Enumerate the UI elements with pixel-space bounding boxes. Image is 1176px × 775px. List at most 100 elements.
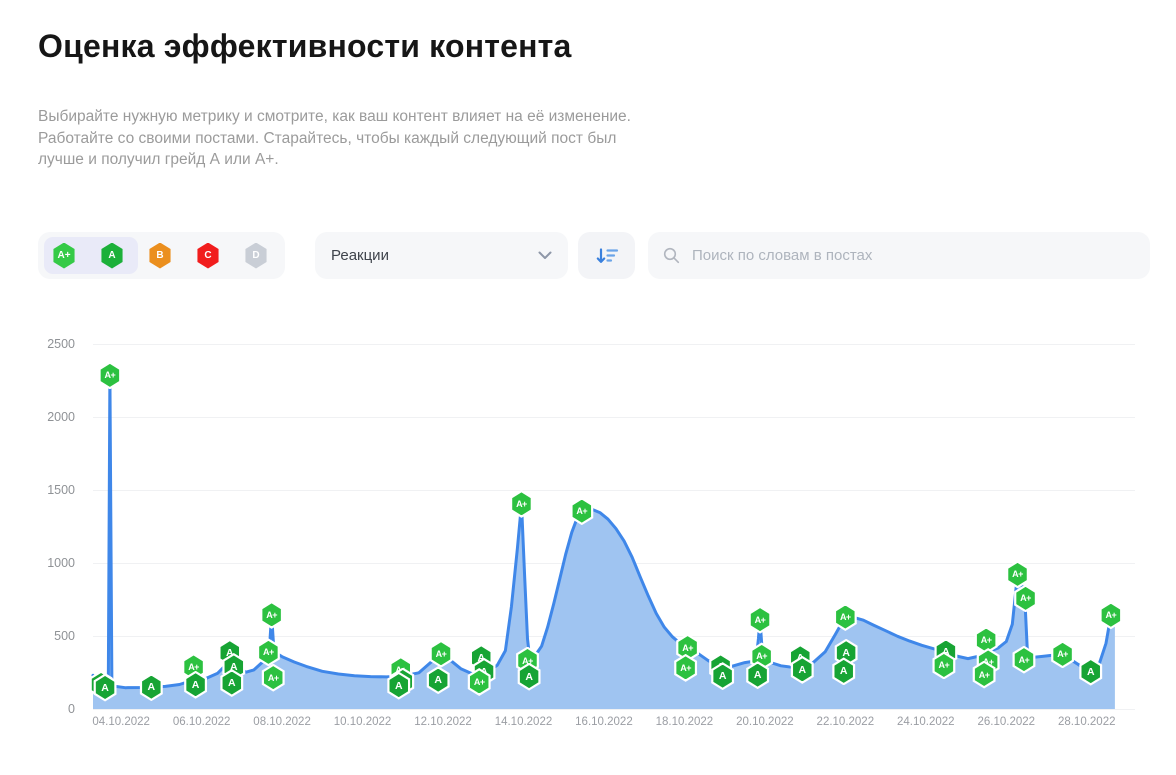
grade-a-plus-hexagon-icon: A+ — [512, 492, 531, 516]
grade-filter-d[interactable]: D — [244, 242, 268, 269]
grade-a-plus-hexagon-icon: A+ — [750, 608, 770, 632]
search-icon — [663, 247, 680, 264]
grade-filter-group: A+ A B C D — [38, 232, 285, 279]
post-badge-a-plus[interactable]: A+ — [972, 660, 996, 689]
grade-a-plus-hexagon-icon: A+ — [262, 603, 281, 627]
grade-a-hexagon-icon: A — [836, 641, 856, 665]
post-badge-a[interactable]: A — [387, 671, 411, 700]
grade-filter-a-plus[interactable]: A+ — [52, 242, 76, 269]
post-badge-a[interactable]: A — [1079, 657, 1103, 686]
x-axis-label: 20.10.2022 — [736, 716, 794, 728]
grade-a-plus-hexagon-icon: A+ — [836, 605, 855, 629]
post-badge-a-plus[interactable]: A+ — [1014, 584, 1038, 613]
grade-a-hexagon-icon: A — [186, 673, 205, 697]
grade-a-plus-hexagon-icon: A+ — [676, 656, 695, 680]
grade-a-hexagon-icon: A — [793, 658, 812, 682]
post-badge-a[interactable]: A — [184, 670, 208, 699]
y-axis-label: 500 — [54, 629, 75, 643]
post-badge-a-plus[interactable]: A+ — [1099, 601, 1123, 630]
area-chart-plot — [91, 373, 1117, 709]
area-fill — [93, 375, 1115, 709]
grid-line — [93, 344, 1135, 345]
metric-dropdown[interactable]: Реакции — [315, 232, 568, 279]
x-axis-label: 16.10.2022 — [575, 716, 633, 728]
grade-a-plus-hexagon-icon: A+ — [1008, 562, 1027, 586]
metric-line — [91, 373, 1117, 690]
post-badge-a-plus[interactable]: A+ — [932, 651, 956, 680]
post-badge-a-plus[interactable]: A+ — [570, 497, 594, 526]
grade-a-plus-hexagon-icon: A+ — [263, 666, 283, 690]
post-badge-a-plus[interactable]: A+ — [676, 633, 700, 662]
grade-a-hexagon-icon: A — [95, 676, 115, 700]
grade-a-hexagon-icon: A — [748, 663, 767, 687]
grade-a-plus-hexagon-icon: A+ — [572, 499, 592, 523]
post-badge-a[interactable]: A — [517, 662, 541, 691]
x-axis-label: 04.10.2022 — [92, 716, 150, 728]
x-axis-label: 10.10.2022 — [333, 716, 392, 728]
metric-dropdown-value: Реакции — [331, 247, 389, 264]
post-badge-a-plus[interactable]: A+ — [1006, 560, 1029, 589]
search-input[interactable] — [690, 246, 1135, 265]
y-axis-label: 0 — [68, 702, 75, 716]
grade-a-plus-hexagon-icon: A+ — [1014, 648, 1034, 672]
grid-line — [93, 417, 1135, 418]
grade-a-hexagon-icon: A — [713, 664, 732, 688]
post-badge-a-plus[interactable]: A+ — [467, 667, 491, 696]
post-badge-a-plus[interactable]: A+ — [429, 639, 453, 668]
post-badge-a[interactable]: A — [426, 666, 450, 695]
post-badge-a[interactable]: A — [93, 673, 117, 702]
grade-filter-b[interactable]: B — [148, 242, 172, 269]
post-badge-a[interactable]: A — [746, 661, 770, 690]
grade-filter-a[interactable]: A — [100, 242, 124, 269]
grade-a-hexagon-icon: A — [101, 242, 123, 269]
post-badge-a-plus[interactable]: A+ — [510, 489, 533, 518]
x-axis-label: 28.10.2022 — [1057, 716, 1116, 728]
y-axis-label: 1500 — [47, 483, 75, 497]
grade-a-plus-hexagon-icon: A+ — [100, 363, 120, 387]
grade-a-plus-hexagon-icon: A+ — [934, 653, 954, 677]
post-badge-a-plus[interactable]: A+ — [748, 605, 772, 634]
x-axis-label: 22.10.2022 — [816, 716, 875, 728]
grade-a-plus-hexagon-icon: A+ — [1053, 642, 1072, 666]
grade-a-hexagon-icon: A — [834, 659, 853, 683]
grade-a-plus-hexagon-icon: A+ — [469, 670, 489, 694]
search-box[interactable] — [648, 232, 1150, 279]
x-axis-label: 08.10.2022 — [253, 716, 311, 728]
x-axis-label: 12.10.2022 — [414, 716, 472, 728]
post-badge-a-plus[interactable]: A+ — [1051, 640, 1075, 669]
grade-d-hexagon-icon: D — [245, 242, 267, 269]
post-badge-a-plus[interactable]: A+ — [1012, 645, 1036, 674]
grade-a-plus-hexagon-icon: A+ — [259, 640, 278, 664]
grade-a-hexagon-icon: A — [519, 665, 539, 689]
post-badge-a[interactable]: A — [139, 673, 163, 702]
post-badge-a[interactable]: A — [790, 655, 814, 684]
post-badge-a-plus[interactable]: A+ — [260, 600, 284, 629]
grade-c-hexagon-icon: C — [197, 242, 219, 269]
x-axis-label: 06.10.2022 — [172, 716, 231, 728]
y-axis-label: 2000 — [47, 410, 75, 424]
grade-a-hexagon-icon: A — [389, 674, 408, 698]
grade-a-hexagon-icon: A — [142, 675, 161, 699]
post-badge-a-plus[interactable]: A+ — [674, 653, 698, 682]
y-axis-label: 2500 — [47, 337, 75, 351]
page-description: Выбирайте нужную метрику и смотрите, как… — [38, 108, 631, 169]
sort-button[interactable] — [578, 232, 635, 279]
x-axis-label: 18.10.2022 — [655, 716, 714, 728]
post-badge-a-plus[interactable]: A+ — [833, 603, 857, 632]
grade-filter-c[interactable]: C — [196, 242, 220, 269]
sort-descending-icon — [596, 247, 618, 263]
post-badge-a-plus[interactable]: A+ — [256, 638, 280, 667]
post-badge-a[interactable]: A — [711, 662, 735, 691]
post-badge-a[interactable]: A — [220, 669, 244, 697]
post-badge-a-plus[interactable]: A+ — [261, 663, 285, 692]
page-title: Оценка эффективности контента — [38, 28, 572, 64]
post-badge-a-plus[interactable]: A+ — [974, 626, 998, 655]
post-badge-a-plus[interactable]: A+ — [98, 361, 122, 390]
grade-a-plus-hexagon-icon: A+ — [431, 642, 451, 666]
grid-line — [93, 709, 1135, 710]
grade-a-hexagon-icon: A — [1081, 660, 1100, 684]
grade-a-plus-hexagon-icon: A+ — [974, 663, 994, 687]
grade-a-hexagon-icon: A — [222, 671, 242, 695]
post-badge-a[interactable]: A — [832, 657, 856, 686]
